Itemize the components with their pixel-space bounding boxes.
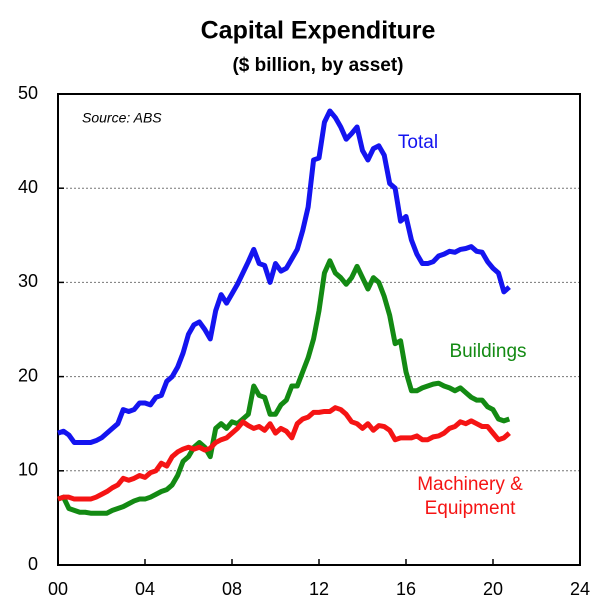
series-label: Total bbox=[397, 132, 439, 153]
x-tick-label: 04 bbox=[135, 579, 155, 599]
y-tick-label: 50 bbox=[18, 83, 38, 103]
series-label: Machinery & Equipment bbox=[417, 474, 523, 519]
x-tick-label: 16 bbox=[396, 579, 416, 599]
y-tick-label: 10 bbox=[18, 460, 38, 480]
x-tick-label: 24 bbox=[570, 579, 590, 599]
source-note: Source: ABS bbox=[82, 110, 162, 126]
chart-subtitle: ($ billion, by asset) bbox=[232, 55, 403, 76]
y-tick-label: 0 bbox=[28, 554, 38, 574]
y-tick-label: 20 bbox=[18, 365, 38, 385]
x-tick-label: 20 bbox=[483, 579, 503, 599]
x-tick-label: 00 bbox=[48, 579, 68, 599]
chart-title: Capital Expenditure bbox=[201, 17, 436, 45]
x-tick-label: 12 bbox=[309, 579, 329, 599]
series-line bbox=[57, 108, 511, 446]
series-line bbox=[57, 405, 511, 502]
series-label: Buildings bbox=[449, 341, 527, 362]
x-tick-label: 08 bbox=[222, 579, 242, 599]
series-line bbox=[57, 258, 511, 516]
y-tick-label: 30 bbox=[18, 271, 38, 291]
y-tick-label: 40 bbox=[18, 177, 38, 197]
plot-frame bbox=[57, 93, 581, 566]
